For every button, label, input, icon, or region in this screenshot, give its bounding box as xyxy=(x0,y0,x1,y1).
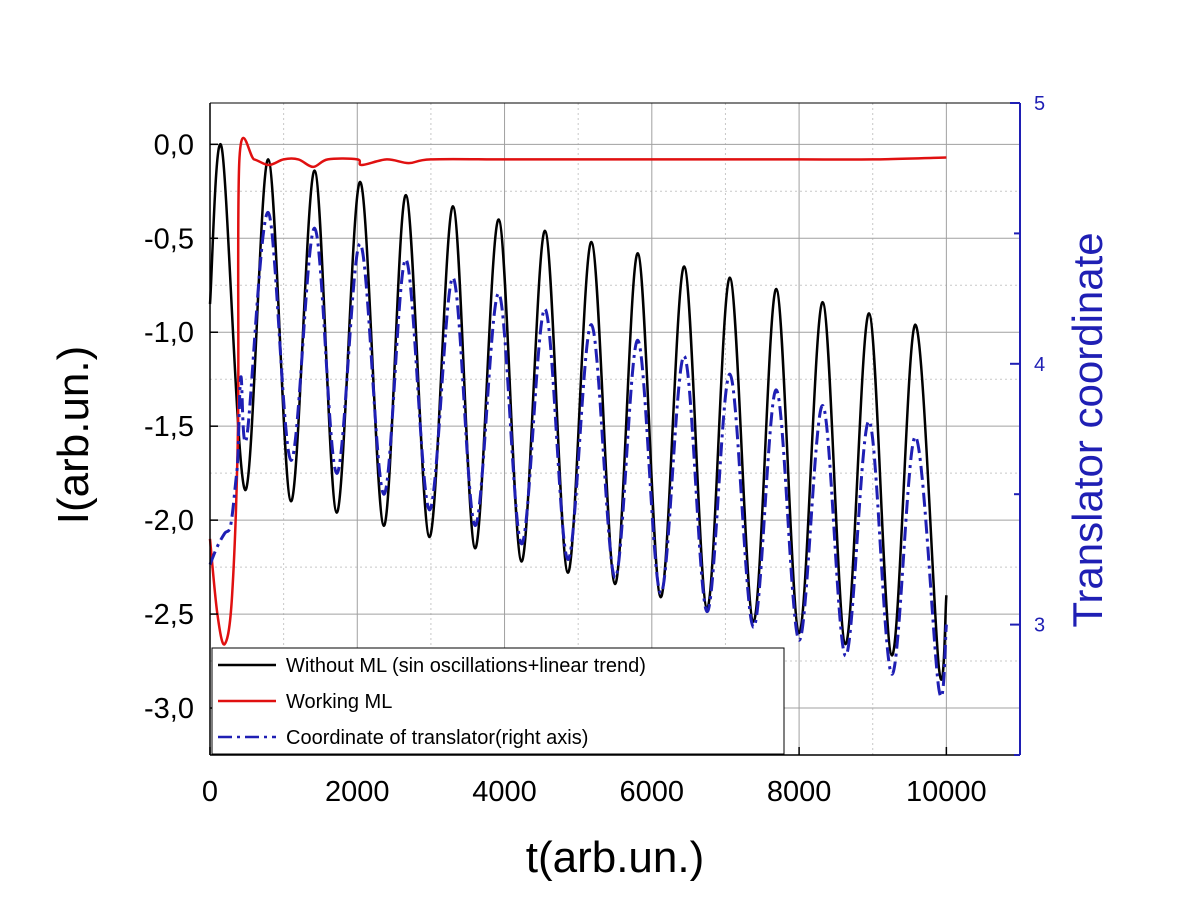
legend: Without ML (sin oscillations+linear tren… xyxy=(211,647,785,755)
x-tick-label: 0 xyxy=(202,776,218,808)
y-tick-label: -1,0 xyxy=(144,317,194,349)
y-tick-label: -0,5 xyxy=(144,223,194,255)
x-tick-label: 4000 xyxy=(472,776,537,808)
y-tick-label: -3,0 xyxy=(144,693,194,725)
y-tick-label: -1,5 xyxy=(144,411,194,443)
tick-labels: 0 2000 4000 6000 8000 10000 0,0 -0,5 -1,0 -1,5 -2,… xyxy=(144,93,1045,808)
legend-label-working-ml: Working ML xyxy=(286,691,392,713)
series-layer xyxy=(208,136,948,699)
x-axis-label: t(arb.un.) xyxy=(526,833,705,882)
series-line-2 xyxy=(208,210,948,699)
x-tick-label: 10000 xyxy=(906,776,987,808)
right-tick-label: 4 xyxy=(1034,354,1045,376)
y-tick-label: -2,5 xyxy=(144,599,194,631)
y-tick-label: -2,0 xyxy=(144,505,194,537)
x-tick-label: 6000 xyxy=(620,776,685,808)
x-tick-label: 8000 xyxy=(767,776,832,808)
x-tick-label: 2000 xyxy=(325,776,390,808)
axes xyxy=(209,102,1021,756)
right-tick-label: 3 xyxy=(1034,615,1045,637)
legend-label-translator: Coordinate of translator(right axis) xyxy=(286,727,588,749)
right-axis-label: Translator coordinate xyxy=(1064,232,1111,627)
legend-label-without-ml: Without ML (sin oscillations+linear tren… xyxy=(286,655,646,677)
y-tick-label: 0,0 xyxy=(154,129,194,161)
legend-box xyxy=(211,647,785,755)
y-axis-label: I(arb.un.) xyxy=(49,346,98,525)
series-line-0 xyxy=(208,143,948,681)
right-tick-label: 5 xyxy=(1034,93,1045,115)
